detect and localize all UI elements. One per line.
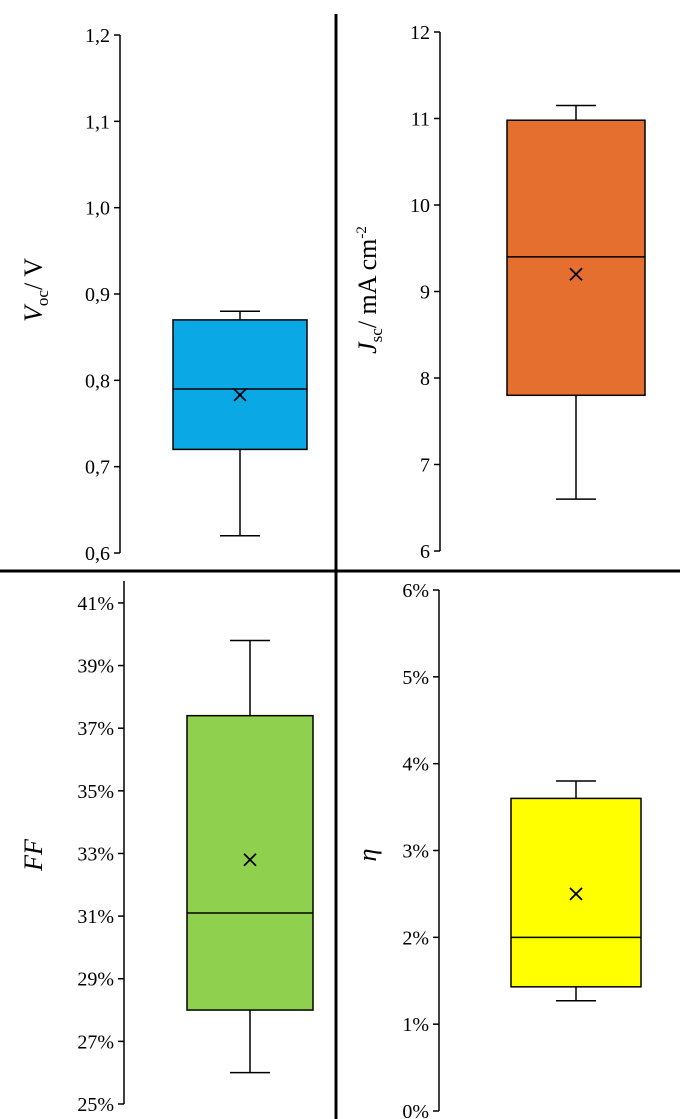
y-tick-label: 0,8 (85, 370, 110, 392)
panel-ff: 25% 27% 29% 31% 33% 35% 37% 39% 41% (77, 581, 314, 1116)
y-tick-label: 2% (402, 927, 429, 949)
y-tick-label: 0,7 (85, 457, 110, 479)
panel-eta-title: η (353, 849, 382, 862)
y-tick-label: 31% (77, 906, 114, 928)
panel-eta: 0% 1% 2% 3% 4% 5% 6% (402, 580, 642, 1119)
y-tick-label: 25% (77, 1094, 114, 1116)
mean-marker-stroke (569, 887, 583, 901)
box-iqr (186, 714, 314, 1011)
y-tick-label: 5% (402, 667, 429, 689)
y-tick-label: 4% (402, 754, 429, 776)
mean-marker (569, 267, 583, 281)
y-tick-label: 1% (402, 1014, 429, 1036)
y-tick-label: 0,9 (85, 284, 110, 306)
y-tick-label: 0,6 (85, 543, 110, 565)
y-tick-label: 10 (410, 195, 430, 217)
y-tick-label: 39% (77, 656, 114, 678)
y-tick-label: 1,1 (85, 111, 110, 133)
svg-text:Jsc/ mA cm-2: Jsc/ mA cm-2 (353, 226, 386, 354)
panel-voc: 0,6 0,7 0,8 0,9 1,0 1,1 1,2 (85, 25, 308, 565)
mean-marker (569, 887, 583, 901)
y-tick-label: 7 (420, 455, 430, 477)
y-tick-label: 6 (420, 541, 430, 563)
mean-marker (233, 388, 247, 402)
y-tick-label: 9 (420, 282, 430, 304)
y-tick-label: 27% (77, 1031, 114, 1053)
mean-marker-stroke (569, 267, 583, 281)
y-tick-label: 1,2 (85, 25, 110, 47)
mean-marker (243, 853, 257, 867)
y-tick-label: 37% (77, 718, 114, 740)
panel-ff-title: FF (19, 838, 48, 872)
y-tick-label: 6% (402, 580, 429, 602)
svg-text:FF: FF (19, 838, 48, 872)
y-tick-label: 12 (410, 22, 430, 44)
y-tick-label: 0% (402, 1101, 429, 1119)
panel-jsc: 6 7 8 9 10 11 12 (410, 22, 646, 563)
y-tick-label: 11 (411, 109, 430, 131)
svg-text:Voc/ V: Voc/ V (19, 258, 52, 322)
y-tick-label: 3% (402, 841, 429, 863)
box-iqr (172, 319, 308, 451)
box-iqr (510, 797, 642, 988)
box-iqr (506, 119, 646, 397)
y-tick-label: 33% (77, 843, 114, 865)
panel-voc-title: Voc/ V (19, 258, 52, 322)
y-tick-label: 29% (77, 969, 114, 991)
mean-marker-stroke (243, 853, 257, 867)
mean-marker-stroke (233, 388, 247, 402)
y-tick-label: 1,0 (85, 198, 110, 220)
y-tick-label: 8 (420, 368, 430, 390)
panels-layer: 0,6 0,7 0,8 0,9 1,0 1,1 1,2 6 7 8 9 10 11 12 25% 27% 29%… (77, 22, 646, 1119)
svg-text:η: η (353, 849, 382, 862)
panel-jsc-title: Jsc/ mA cm-2 (353, 226, 386, 354)
y-tick-label: 41% (77, 593, 114, 615)
y-tick-label: 35% (77, 781, 114, 803)
